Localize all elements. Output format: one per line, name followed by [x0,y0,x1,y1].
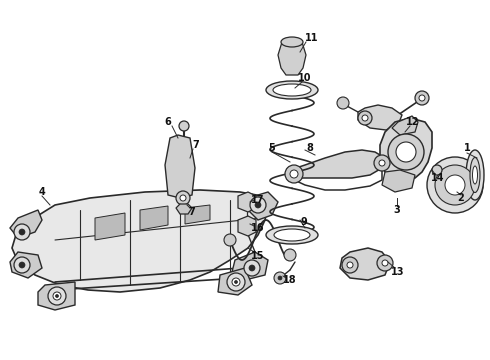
Circle shape [415,91,429,105]
Circle shape [342,257,358,273]
Circle shape [244,260,260,276]
Text: 3: 3 [393,205,400,215]
Circle shape [382,260,388,266]
Circle shape [176,191,190,205]
Circle shape [347,262,353,268]
Circle shape [374,155,390,171]
Polygon shape [382,170,415,192]
Circle shape [285,165,303,183]
Ellipse shape [281,37,303,47]
Polygon shape [278,42,306,75]
Polygon shape [140,206,168,230]
Polygon shape [380,118,432,182]
Text: 14: 14 [431,173,445,183]
Ellipse shape [472,166,477,184]
Ellipse shape [470,158,480,193]
Polygon shape [165,135,195,198]
Circle shape [396,142,416,162]
Text: 5: 5 [269,143,275,153]
Polygon shape [176,204,192,214]
Circle shape [250,197,266,213]
Circle shape [427,157,483,213]
Text: 4: 4 [39,187,46,197]
Polygon shape [10,252,42,278]
Text: 13: 13 [391,267,405,277]
Polygon shape [10,210,42,238]
Circle shape [224,234,236,246]
Polygon shape [218,268,252,295]
Circle shape [232,278,240,286]
Polygon shape [248,192,278,220]
Ellipse shape [266,226,318,244]
Polygon shape [232,252,268,280]
Circle shape [235,280,238,284]
Circle shape [249,265,255,271]
Text: 1: 1 [464,143,470,153]
Circle shape [278,276,282,280]
Text: 12: 12 [406,117,420,127]
Circle shape [14,224,30,240]
Ellipse shape [266,81,318,99]
Circle shape [55,294,58,297]
Circle shape [284,249,296,261]
Text: 15: 15 [251,251,265,261]
Circle shape [53,292,61,300]
Circle shape [379,160,385,166]
Circle shape [179,121,189,131]
Circle shape [388,134,424,170]
Text: 11: 11 [305,33,319,43]
Circle shape [19,229,25,235]
Circle shape [227,273,245,291]
Text: 2: 2 [458,193,465,203]
Circle shape [432,165,442,175]
Ellipse shape [466,150,484,200]
Polygon shape [238,192,256,212]
Ellipse shape [274,229,310,241]
Polygon shape [38,282,75,310]
Text: 16: 16 [251,223,265,233]
Polygon shape [290,150,385,178]
Circle shape [362,115,368,121]
Circle shape [48,287,66,305]
Circle shape [419,95,425,101]
Polygon shape [358,105,402,130]
Text: 10: 10 [298,73,312,83]
Circle shape [180,195,186,201]
Text: 6: 6 [165,117,172,127]
Circle shape [19,262,25,268]
Text: 7: 7 [193,140,199,150]
Text: 17: 17 [251,195,265,205]
Circle shape [358,111,372,125]
Ellipse shape [273,84,311,96]
Circle shape [14,257,30,273]
Polygon shape [12,190,268,292]
Polygon shape [238,216,256,236]
Text: 7: 7 [189,207,196,217]
Polygon shape [95,213,125,240]
Circle shape [445,175,465,195]
Text: 18: 18 [283,275,297,285]
Polygon shape [340,248,390,280]
Circle shape [337,97,349,109]
Circle shape [435,165,475,205]
Circle shape [274,272,286,284]
Text: 8: 8 [307,143,314,153]
Polygon shape [392,116,418,135]
Polygon shape [185,205,210,224]
Text: 9: 9 [301,217,307,227]
Circle shape [290,170,298,178]
Circle shape [255,202,261,208]
Circle shape [377,255,393,271]
